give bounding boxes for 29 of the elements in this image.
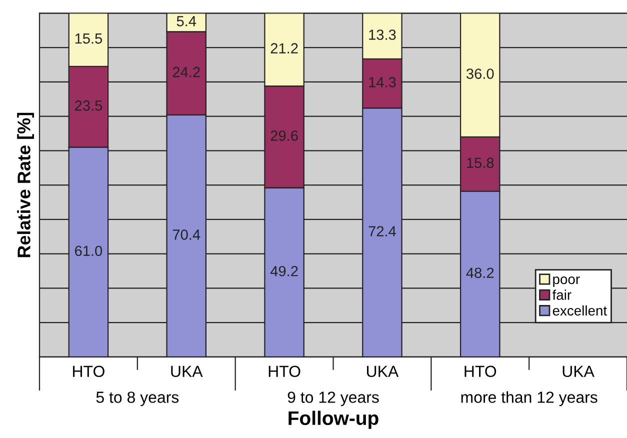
legend-label: poor — [553, 276, 580, 287]
data-label: 36.0 — [466, 68, 494, 79]
text: more than 12 years — [461, 391, 598, 406]
data-label: 15.8 — [467, 158, 494, 168]
text: 5 to 8 years — [96, 392, 179, 406]
x-tick-label: HTO — [464, 366, 496, 378]
data-label: 72.4 — [368, 226, 396, 236]
data-label: 15.5 — [75, 34, 102, 44]
x-tick-label: UKA — [367, 366, 399, 378]
data-label: 70.4 — [172, 230, 200, 240]
data-label: 21.2 — [270, 43, 298, 54]
data-label: 29.6 — [270, 130, 298, 141]
y-axis-title: Relative Rate [%] — [17, 112, 34, 258]
data-label: 61.0 — [75, 246, 102, 256]
x-tick-label: HTO — [268, 366, 300, 378]
x-tick-label: UKA — [171, 366, 203, 378]
data-label: 48.2 — [466, 268, 494, 278]
legend-label: excellent — [552, 305, 607, 316]
x-tick-label: UKA — [562, 366, 594, 378]
x-tick-label: HTO — [73, 366, 104, 378]
text: 9 to 12 years — [288, 392, 379, 406]
legend-label: fair — [552, 290, 572, 300]
data-label: 24.2 — [172, 66, 200, 78]
data-label: 23.5 — [75, 100, 102, 111]
data-label: 49.2 — [270, 266, 298, 276]
data-label: 14.3 — [369, 77, 396, 88]
x-axis-title: Follow-up — [288, 410, 378, 429]
data-label: 13.3 — [369, 30, 396, 40]
data-label: 5.4 — [176, 16, 196, 26]
